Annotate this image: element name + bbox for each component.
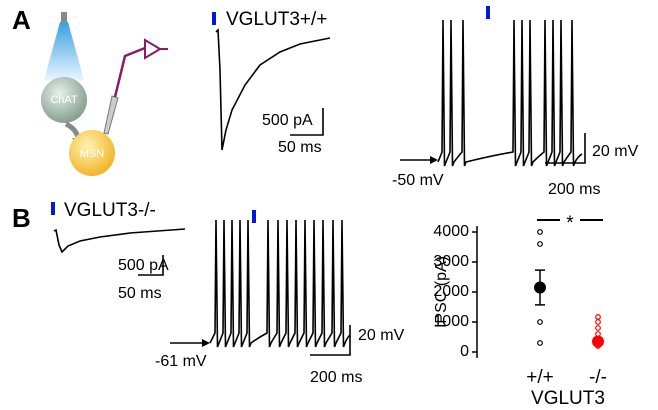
y-tick-label: 4000 xyxy=(433,223,469,240)
significance-mark: * xyxy=(566,213,574,234)
y-tick-label: 0 xyxy=(460,343,469,360)
data-point xyxy=(537,340,543,346)
light-source xyxy=(61,12,67,22)
scale-label: 50 ms xyxy=(278,139,322,156)
scale-label: 20 mV xyxy=(592,143,639,160)
scale-label: 50 ms xyxy=(118,285,162,302)
data-point xyxy=(595,325,601,331)
arrowhead xyxy=(430,156,438,164)
mean-marker xyxy=(592,335,604,348)
cell-label: MSN xyxy=(80,148,105,160)
light-pulse xyxy=(212,12,216,25)
y-tick-label: 3000 xyxy=(433,253,469,270)
scale-bar xyxy=(138,255,164,276)
electrode-wire xyxy=(113,46,146,98)
x-axis-label: VGLUT3 xyxy=(531,388,605,409)
spike-trace xyxy=(209,219,351,348)
panel-label: A xyxy=(12,5,31,35)
ipsc-trace xyxy=(53,228,186,254)
cell-label: ChAT xyxy=(50,94,78,106)
spike-trace xyxy=(437,19,583,167)
y-tick-label: 1000 xyxy=(433,313,469,330)
data-point xyxy=(595,319,601,325)
data-point xyxy=(537,241,543,247)
genotype-label: VGLUT3-/- xyxy=(64,200,156,221)
scale-label: 200 ms xyxy=(310,369,362,386)
x-tick-label: +/+ xyxy=(526,367,553,388)
data-point xyxy=(537,319,543,325)
holding-label: -50 mV xyxy=(392,172,444,189)
scale-bar xyxy=(310,325,351,356)
y-axis-label: IPSC (pA) xyxy=(433,256,450,328)
dot-plot: IPSC (pA) VGLUT3 * xyxy=(433,213,605,409)
panel-label: B xyxy=(12,203,31,233)
light-pulse xyxy=(252,210,256,223)
x-tick-label: -/- xyxy=(589,367,607,388)
scale-bar xyxy=(545,133,586,164)
ipsc-trace xyxy=(215,28,331,151)
amplifier xyxy=(144,38,162,60)
arrowhead xyxy=(202,339,210,347)
msn-cell xyxy=(69,130,115,176)
genotype-label: VGLUT3+/+ xyxy=(226,9,327,30)
scale-label: 200 ms xyxy=(548,181,600,198)
chat-cell xyxy=(41,77,87,123)
y-tick-label: 2000 xyxy=(433,283,469,300)
scale-bar xyxy=(290,108,324,136)
light-pulse xyxy=(486,6,490,19)
light-cone xyxy=(44,22,84,80)
holding-label: -61 mV xyxy=(155,353,207,370)
scale-label: 500 pA xyxy=(118,257,169,274)
pipette xyxy=(103,95,119,135)
mean-marker xyxy=(534,281,546,294)
light-pulse xyxy=(51,202,55,215)
scale-label: 20 mV xyxy=(358,327,405,344)
data-point xyxy=(595,314,601,320)
scale-label: 500 pA xyxy=(262,112,313,129)
data-point xyxy=(537,229,543,235)
